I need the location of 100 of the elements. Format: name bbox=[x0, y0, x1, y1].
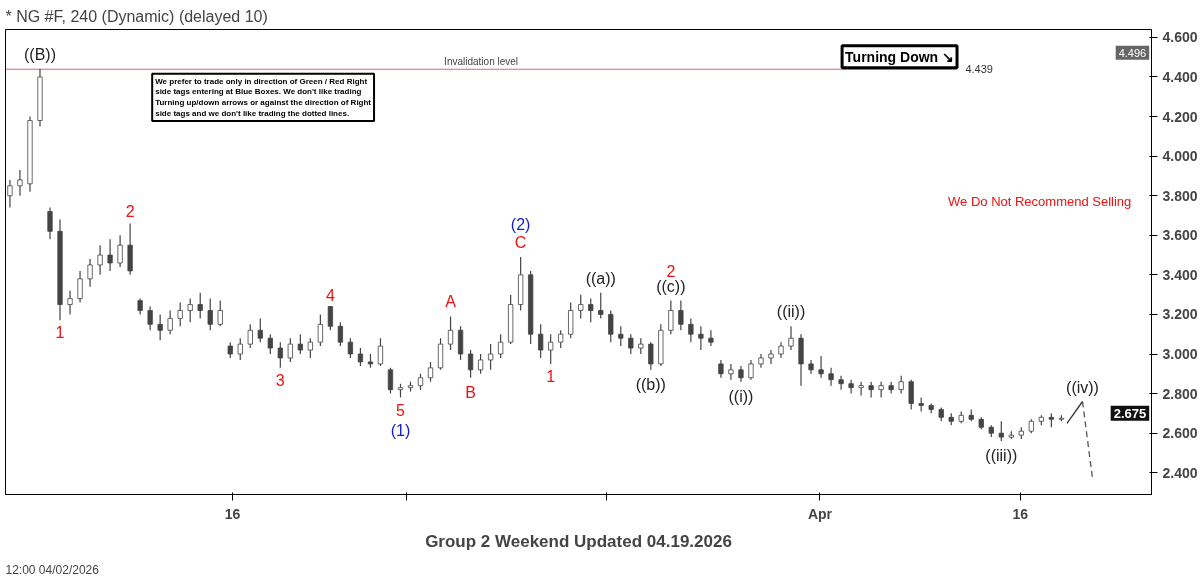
annotation: 1 bbox=[55, 324, 65, 342]
candlestick bbox=[688, 317, 694, 343]
ref-line-label: Invalidation level bbox=[444, 56, 519, 68]
candlestick bbox=[588, 298, 594, 323]
annotation: ((i)) bbox=[728, 387, 754, 405]
candlestick bbox=[47, 206, 53, 240]
candlestick bbox=[437, 337, 444, 371]
annotation: 5 bbox=[396, 401, 406, 419]
candlestick bbox=[167, 309, 173, 335]
text: 12:00 04/02/2026 bbox=[5, 562, 100, 577]
candlestick bbox=[838, 375, 844, 391]
annotation: B bbox=[465, 383, 476, 401]
candlestick bbox=[818, 355, 824, 379]
annotation: A bbox=[445, 293, 457, 311]
candlestick bbox=[868, 381, 874, 399]
chart-title: * NG #F, 240 (Dynamic) (delayed 10) bbox=[5, 7, 268, 25]
annotation: (2) bbox=[510, 216, 531, 234]
candlestick bbox=[908, 379, 914, 411]
annotation: ((ii)) bbox=[776, 303, 806, 321]
candlestick bbox=[187, 298, 193, 323]
y-tick-label: 2.600 bbox=[1162, 425, 1198, 442]
candlestick bbox=[788, 325, 794, 351]
annotation: 4 bbox=[325, 286, 335, 304]
candlestick bbox=[117, 234, 123, 268]
annotation: ((B)) bbox=[24, 46, 56, 64]
annotation: ((c)) bbox=[656, 277, 686, 295]
y-tick-label: 3.600 bbox=[1162, 227, 1198, 244]
annotation: 2 bbox=[666, 262, 676, 280]
candlestick bbox=[538, 323, 544, 359]
candlestick bbox=[848, 379, 854, 395]
candlestick bbox=[67, 290, 73, 316]
candlestick bbox=[888, 381, 894, 395]
annotation: (1) bbox=[390, 421, 411, 439]
candlestick bbox=[297, 333, 303, 355]
candlestick bbox=[708, 329, 714, 347]
candlestick bbox=[217, 299, 223, 327]
candlestick bbox=[678, 299, 684, 331]
candlestick bbox=[177, 301, 183, 327]
candlestick bbox=[497, 333, 504, 359]
candlestick bbox=[337, 321, 344, 347]
candlestick bbox=[828, 367, 834, 387]
y-tick-label: 4.400 bbox=[1162, 68, 1198, 85]
annotation: 2 bbox=[125, 203, 135, 221]
annotation: Turning Down ↘ bbox=[845, 48, 955, 65]
candlestick bbox=[277, 341, 283, 369]
candlestick bbox=[77, 270, 83, 304]
annotation: We prefer to trade only in direction of Green / Red Right side tags entering at Blue Boxes. We don't like trading Turning up/down arrows or against the direction of Right side tags and we don't like trading the dotted lines. bbox=[155, 76, 372, 119]
candlestick bbox=[728, 363, 734, 381]
annotation: ((iii)) bbox=[985, 447, 1018, 465]
candlestick bbox=[427, 361, 434, 383]
candlestick bbox=[548, 333, 554, 365]
annotation: ((b)) bbox=[635, 375, 666, 393]
candlestick bbox=[447, 315, 454, 351]
y-tick-label: 2.800 bbox=[1162, 385, 1198, 402]
candlestick bbox=[387, 367, 394, 395]
annotation: We Do Not Recommend Selling bbox=[948, 194, 1132, 210]
candlestick bbox=[267, 333, 273, 355]
candlestick bbox=[147, 305, 153, 331]
y-tick-label: 4.600 bbox=[1162, 29, 1198, 46]
candlestick bbox=[998, 420, 1004, 442]
annotation: 2.675 bbox=[1113, 405, 1147, 421]
candlestick bbox=[247, 323, 253, 349]
candlestick bbox=[598, 292, 604, 319]
y-tick-label: 3.000 bbox=[1162, 346, 1198, 363]
candlestick bbox=[347, 337, 354, 359]
x-tick-label: 16 bbox=[1012, 505, 1029, 522]
candlestick bbox=[608, 309, 614, 343]
candlestick bbox=[568, 301, 574, 339]
candlestick bbox=[878, 381, 884, 399]
annotation: 1 bbox=[546, 367, 556, 385]
candlestick bbox=[698, 325, 704, 351]
candlestick bbox=[107, 238, 113, 272]
candlestick bbox=[7, 179, 13, 209]
x-tick-label: 16 bbox=[224, 505, 241, 522]
x-tick-label: Apr bbox=[807, 505, 833, 522]
candlestick bbox=[578, 294, 584, 319]
y-tick-label: 4.000 bbox=[1162, 148, 1198, 165]
candlestick bbox=[628, 333, 634, 355]
annotation: ((iv)) bbox=[1066, 378, 1099, 396]
candlestick bbox=[207, 298, 213, 331]
candlestick bbox=[97, 244, 103, 276]
text: Group 2 Weekend Updated 04.19.2026 bbox=[425, 531, 732, 551]
annotation: C bbox=[514, 234, 527, 252]
candlestick bbox=[648, 341, 654, 371]
candlestick bbox=[377, 337, 384, 367]
candlestick bbox=[237, 337, 243, 361]
annotation: 4.439 bbox=[965, 63, 993, 76]
y-tick-label: 2.400 bbox=[1162, 464, 1198, 481]
candlestick bbox=[748, 359, 754, 381]
candlestick bbox=[317, 313, 323, 347]
y-tick-label: 3.800 bbox=[1162, 187, 1198, 204]
y-tick-label: 3.200 bbox=[1162, 306, 1198, 323]
candlestick bbox=[17, 169, 23, 197]
candlestick bbox=[858, 381, 864, 397]
annotation: ((a)) bbox=[585, 269, 616, 287]
candlestick bbox=[457, 325, 464, 361]
candlestick bbox=[487, 343, 494, 371]
candlestick bbox=[87, 258, 93, 288]
annotation: 3 bbox=[275, 371, 285, 389]
y-tick-label: 4.200 bbox=[1162, 108, 1198, 125]
